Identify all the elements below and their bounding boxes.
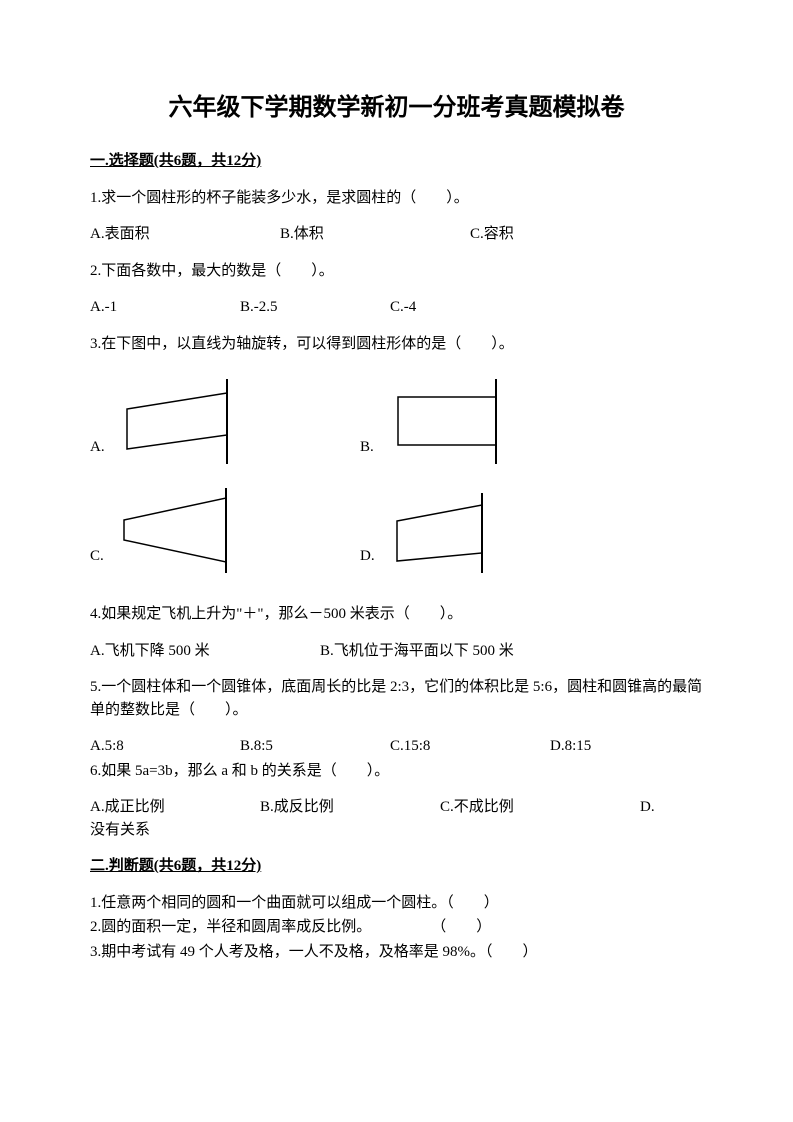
q1-opt-b: B.体积 bbox=[280, 223, 470, 246]
q1-opt-c: C.容积 bbox=[470, 223, 514, 246]
q1-opt-a: A.表面积 bbox=[90, 223, 280, 246]
q2-opt-b: B.-2.5 bbox=[240, 296, 390, 319]
j1: 1.任意两个相同的圆和一个曲面就可以组成一个圆柱。（ ） bbox=[90, 892, 703, 915]
q5-opt-b: B.8:5 bbox=[240, 735, 390, 758]
q6-text: 6.如果 5a=3b，那么 a 和 b 的关系是（ ）。 bbox=[90, 760, 703, 783]
q5-opt-c: C.15:8 bbox=[390, 735, 550, 758]
q3-row1: A. B. bbox=[90, 379, 703, 464]
q3-row2: C. D. bbox=[90, 488, 703, 573]
q3-label-d: D. bbox=[360, 545, 375, 574]
q5-opt-a: A.5:8 bbox=[90, 735, 240, 758]
q5-opt-d: D.8:15 bbox=[550, 735, 591, 758]
page-title: 六年级下学期数学新初一分班考真题模拟卷 bbox=[90, 90, 703, 126]
q3-text: 3.在下图中，以直线为轴旋转，可以得到圆柱形体的是（ ）。 bbox=[90, 333, 703, 356]
q6-opt-b: B.成反比例 bbox=[260, 796, 440, 819]
section1-header: 一.选择题(共6题，共12分) bbox=[90, 150, 703, 173]
q1-options: A.表面积 B.体积 C.容积 bbox=[90, 223, 703, 246]
q6-options: A.成正比例 B.成反比例 C.不成比例 D. 没有关系 bbox=[90, 796, 703, 841]
j3: 3.期中考试有 49 个人考及格，一人不及格，及格率是 98%。（ ） bbox=[90, 941, 703, 964]
q4-opt-a: A.飞机下降 500 米 bbox=[90, 640, 320, 663]
q4-opt-b: B.飞机位于海平面以下 500 米 bbox=[320, 640, 514, 663]
q2-options: A.-1 B.-2.5 C.-4 bbox=[90, 296, 703, 319]
q5-text: 5.一个圆柱体和一个圆锥体，底面周长的比是 2:3，它们的体积比是 5:6，圆柱… bbox=[90, 676, 703, 721]
q4-options: A.飞机下降 500 米 B.飞机位于海平面以下 500 米 bbox=[90, 640, 703, 663]
q6-opt-d2: 没有关系 bbox=[90, 819, 703, 842]
q1-text: 1.求一个圆柱形的杯子能装多少水，是求圆柱的（ ）。 bbox=[90, 187, 703, 210]
section2-header: 二.判断题(共6题，共12分) bbox=[90, 855, 703, 878]
shape-b-rectangle-icon bbox=[376, 379, 506, 464]
q2-text: 2.下面各数中，最大的数是（ ）。 bbox=[90, 260, 703, 283]
q6-opt-d: D. bbox=[640, 796, 680, 819]
q2-opt-a: A.-1 bbox=[90, 296, 240, 319]
q5-options: A.5:8 B.8:5 C.15:8 D.8:15 bbox=[90, 735, 703, 758]
shape-c-triangle-icon bbox=[106, 488, 236, 573]
q3-label-a: A. bbox=[90, 436, 105, 465]
q2-opt-c: C.-4 bbox=[390, 296, 416, 319]
q6-opt-a: A.成正比例 bbox=[90, 796, 260, 819]
shape-d-trapezoid-icon bbox=[377, 493, 492, 573]
q3-label-c: C. bbox=[90, 545, 104, 574]
j2: 2.圆的面积一定，半径和圆周率成反比例。 （ ） bbox=[90, 916, 703, 939]
q6-opt-c: C.不成比例 bbox=[440, 796, 640, 819]
q3-label-b: B. bbox=[360, 436, 374, 465]
shape-a-trapezoid-icon bbox=[107, 379, 237, 464]
q4-text: 4.如果规定飞机上升为"＋"，那么－500 米表示（ ）。 bbox=[90, 603, 703, 626]
